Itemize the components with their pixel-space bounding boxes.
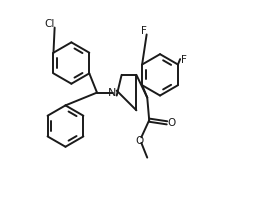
Text: N: N [107, 88, 116, 98]
Text: O: O [135, 136, 143, 146]
Text: F: F [141, 26, 147, 35]
Text: O: O [167, 118, 175, 128]
Text: Cl: Cl [45, 19, 55, 29]
Text: F: F [181, 55, 187, 65]
